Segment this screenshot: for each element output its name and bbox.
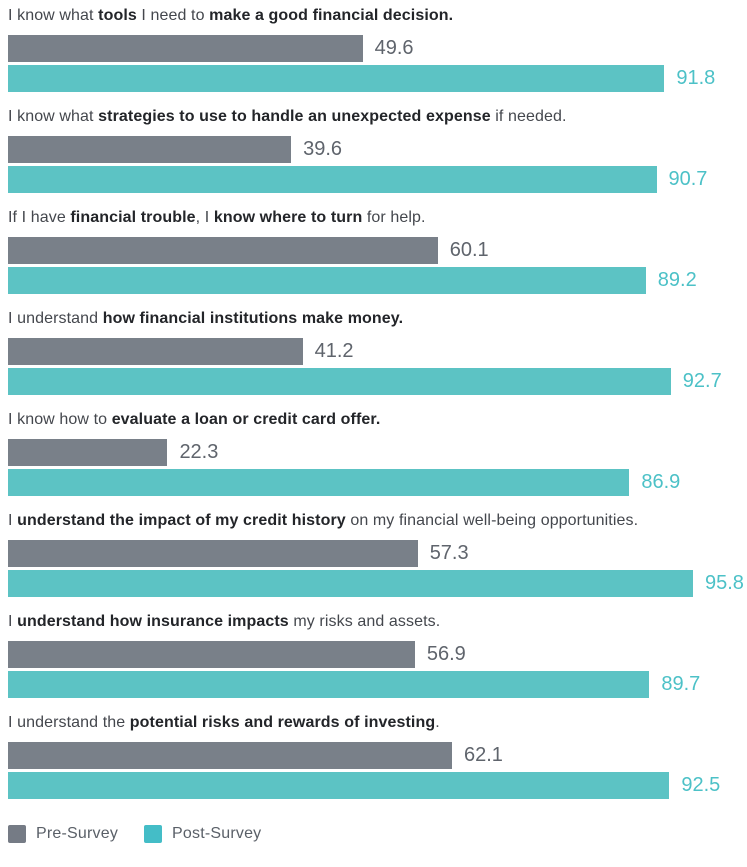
survey-question-group: I understand the potential risks and rew… [8, 713, 739, 799]
pre-survey-value: 60.1 [449, 239, 489, 261]
post-survey-value: 89.7 [661, 673, 701, 695]
post-survey-bar [8, 65, 665, 92]
post-survey-value: 95.8 [704, 572, 744, 594]
post-survey-value: 89.2 [657, 269, 697, 291]
pre-survey-value: 57.3 [429, 542, 469, 564]
survey-question-group: I know what strategies to use to handle … [8, 107, 739, 193]
post-survey-value: 92.5 [681, 774, 721, 796]
post-survey-value: 90.7 [668, 168, 708, 190]
post-survey-bar [8, 166, 657, 193]
survey-question-group: I understand the impact of my credit his… [8, 511, 744, 597]
pre-survey-bar-row: 49.6 [8, 35, 739, 62]
post-survey-legend-label: Post-Survey [172, 825, 262, 842]
pre-survey-value: 56.9 [426, 643, 466, 665]
statement-text: I understand how insurance impacts my ri… [8, 613, 441, 630]
post-survey-value: 86.9 [641, 471, 681, 493]
post-survey-bar-row: 86.9 [8, 469, 739, 496]
post-survey-bar-row: 91.8 [8, 65, 739, 92]
statement-text: I know what strategies to use to handle … [8, 108, 567, 125]
statement-text: If I have financial trouble, I know wher… [8, 209, 426, 226]
pre-survey-legend-swatch [8, 825, 26, 843]
post-survey-bar [8, 671, 650, 698]
survey-question-group: I know what tools I need to make a good … [8, 6, 739, 92]
survey-question-group: If I have financial trouble, I know wher… [8, 208, 739, 294]
pre-survey-bar [8, 641, 415, 668]
statement-text: I understand how financial institutions … [8, 310, 404, 327]
pre-survey-bar-row: 60.1 [8, 237, 739, 264]
statement-text: I know how to evaluate a loan or credit … [8, 411, 381, 428]
post-survey-value: 91.8 [676, 67, 716, 89]
post-survey-legend-swatch [144, 825, 163, 843]
post-survey-bar-row: 90.7 [8, 166, 739, 193]
pre-survey-bar [8, 742, 452, 769]
post-survey-bar [8, 772, 670, 799]
post-survey-bar-row: 92.5 [8, 772, 739, 799]
post-survey-bar-row: 89.2 [8, 267, 739, 294]
pre-survey-bar-row: 22.3 [8, 439, 739, 466]
statement-text: I know what tools I need to make a good … [8, 7, 454, 24]
chart-rows: I know what tools I need to make a good … [8, 6, 744, 799]
pre-survey-bar-row: 41.2 [8, 338, 739, 365]
survey-question-group: I understand how financial institutions … [8, 309, 739, 395]
legend: Pre-Survey Post-Survey [8, 825, 739, 843]
post-survey-bar-row: 92.7 [8, 368, 739, 395]
pre-survey-bar-row: 56.9 [8, 641, 739, 668]
survey-question-group: I know how to evaluate a loan or credit … [8, 410, 739, 496]
post-survey-bar [8, 570, 693, 597]
post-survey-bar [8, 469, 630, 496]
post-survey-bar-row: 95.8 [8, 570, 744, 597]
post-survey-bar-row: 89.7 [8, 671, 739, 698]
pre-survey-bar [8, 237, 438, 264]
pre-survey-bar [8, 136, 292, 163]
post-survey-bar [8, 368, 671, 395]
survey-bar-chart: I know what tools I need to make a good … [8, 6, 744, 843]
pre-survey-bar-row: 62.1 [8, 742, 739, 769]
pre-survey-bar [8, 540, 418, 567]
pre-survey-value: 41.2 [314, 340, 354, 362]
pre-survey-value: 62.1 [464, 744, 503, 766]
pre-survey-bar-row: 39.6 [8, 136, 739, 163]
pre-survey-bar [8, 338, 303, 365]
pre-survey-value: 49.6 [374, 37, 414, 59]
pre-survey-bar [8, 439, 168, 466]
statement-text: I understand the potential risks and rew… [8, 714, 440, 731]
survey-question-group: I understand how insurance impacts my ri… [8, 612, 739, 698]
post-survey-value: 92.7 [682, 370, 722, 392]
pre-survey-value: 22.3 [179, 441, 219, 463]
pre-survey-bar-row: 57.3 [8, 540, 739, 567]
post-survey-bar [8, 267, 646, 294]
statement-text: I understand the impact of my credit his… [8, 512, 639, 529]
pre-survey-bar [8, 35, 363, 62]
pre-survey-legend-label: Pre-Survey [36, 825, 119, 842]
pre-survey-value: 39.6 [303, 138, 343, 160]
